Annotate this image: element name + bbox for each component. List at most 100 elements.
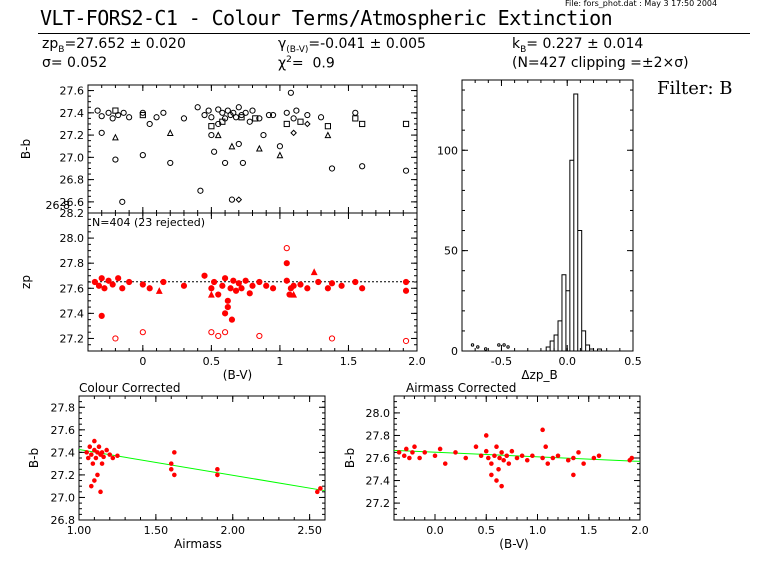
x-tick-label: 2.0	[631, 524, 649, 537]
data-point	[252, 115, 259, 122]
data-point	[93, 455, 99, 461]
data-point	[101, 285, 108, 292]
data-point	[412, 444, 417, 450]
y-tick-label: 50	[444, 245, 458, 258]
data-point	[215, 472, 220, 478]
stat-chi2: χ2= 0.9	[278, 55, 335, 72]
data-point	[352, 278, 359, 286]
data-point	[265, 111, 273, 119]
data-point	[235, 196, 243, 203]
data-point	[238, 114, 245, 121]
x-tick-label: 0.5	[478, 524, 496, 537]
data-point	[235, 140, 242, 148]
data-point	[155, 287, 163, 294]
data-point	[246, 290, 253, 297]
data-point	[297, 281, 304, 288]
data-point	[422, 450, 428, 455]
data-point	[565, 457, 571, 463]
data-point	[98, 275, 105, 282]
data-point	[304, 285, 311, 292]
data-point	[550, 455, 556, 461]
data-point	[98, 312, 105, 319]
data-point	[194, 104, 201, 111]
data-point	[221, 275, 229, 282]
y-tick-label: 27.6	[51, 424, 76, 437]
data-point	[115, 453, 120, 459]
x-axis-label: (B-V)	[223, 368, 252, 382]
data-point	[160, 109, 167, 116]
data-point	[499, 450, 504, 455]
data-point	[402, 287, 410, 294]
data-point	[324, 123, 331, 130]
data-point	[283, 260, 290, 267]
plot-frame	[78, 395, 326, 521]
data-point	[246, 118, 253, 125]
data-point	[629, 455, 635, 461]
data-point	[432, 453, 438, 459]
data-point	[224, 303, 231, 311]
y-tick-label: 27.6	[366, 452, 391, 465]
data-point	[269, 111, 277, 119]
y-tick-label: 26.8	[60, 174, 85, 187]
data-point	[242, 277, 249, 284]
y-tick-label: 27.6	[60, 282, 85, 295]
x-tick-label: 2.50	[297, 524, 322, 537]
data-point	[92, 478, 97, 483]
data-point	[227, 285, 234, 292]
data-point	[110, 455, 116, 461]
plot-frame	[461, 79, 634, 352]
data-point	[201, 272, 208, 279]
data-point	[180, 282, 188, 289]
data-point	[221, 310, 229, 317]
data-point	[501, 457, 506, 463]
x-tick-label: 0.0	[558, 355, 576, 368]
data-point	[290, 115, 297, 122]
data-point	[153, 114, 160, 121]
panel-title: Airmass Corrected	[406, 381, 516, 395]
histogram-outline	[462, 93, 633, 352]
data-point	[98, 489, 103, 495]
data-point	[208, 329, 215, 336]
y-tick-label: 28.0	[60, 232, 85, 245]
y-tick-label: 27.6	[60, 85, 85, 98]
data-point	[126, 278, 133, 286]
data-point	[269, 285, 277, 292]
y-tick-label: 0	[451, 345, 458, 358]
y-tick-label-overlap: 26.8	[46, 199, 71, 212]
data-point	[235, 280, 242, 287]
data-point	[84, 450, 89, 455]
y-tick-label: 28.0	[366, 407, 391, 420]
data-point	[219, 109, 226, 116]
data-point	[242, 109, 249, 116]
data-point	[352, 115, 359, 122]
data-point	[180, 115, 188, 122]
data-point	[99, 461, 105, 466]
data-point	[276, 151, 284, 159]
data-point	[105, 109, 112, 116]
data-point	[107, 452, 113, 457]
data-point	[92, 438, 97, 444]
data-point	[256, 332, 263, 340]
data-point	[506, 461, 512, 466]
data-point	[109, 281, 116, 288]
extinction-fit-line	[78, 449, 326, 492]
data-point	[519, 453, 525, 459]
data-point	[290, 129, 297, 137]
y-tick-label: 100	[437, 144, 458, 157]
data-point	[417, 455, 422, 461]
data-point	[98, 129, 105, 136]
data-point	[540, 455, 545, 461]
y-tick-label: 26.6	[60, 196, 85, 209]
data-point	[497, 455, 502, 461]
data-point	[221, 329, 229, 336]
data-point	[260, 131, 267, 139]
data-point	[211, 148, 218, 155]
data-point	[463, 455, 469, 461]
data-point	[283, 277, 290, 284]
data-point	[224, 107, 231, 114]
data-point	[543, 444, 549, 450]
data-point	[167, 159, 174, 167]
data-point	[530, 453, 535, 459]
y-tick-label: 27.4	[51, 446, 76, 459]
panel-title: Colour Corrected	[79, 381, 181, 395]
